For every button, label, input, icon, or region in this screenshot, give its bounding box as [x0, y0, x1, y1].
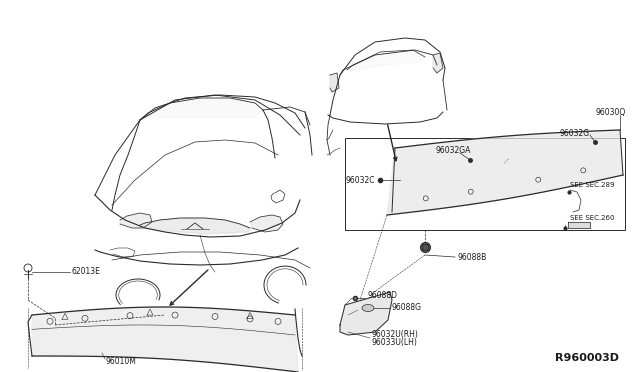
Text: R960003D: R960003D: [555, 353, 619, 363]
Text: 96030Q: 96030Q: [595, 108, 625, 116]
Bar: [345, 138, 625, 230]
Polygon shape: [250, 215, 283, 232]
Polygon shape: [120, 213, 152, 228]
Polygon shape: [347, 50, 425, 70]
Polygon shape: [387, 130, 623, 215]
Text: 96088B: 96088B: [457, 253, 486, 262]
Polygon shape: [32, 307, 298, 372]
Text: 96032C: 96032C: [345, 176, 374, 185]
Polygon shape: [433, 53, 443, 73]
Polygon shape: [140, 218, 250, 234]
Text: 96032U(RH): 96032U(RH): [372, 330, 419, 340]
Text: 96033U(LH): 96033U(LH): [372, 337, 418, 346]
Polygon shape: [340, 292, 392, 335]
Text: 96088G: 96088G: [392, 304, 422, 312]
Text: SEE SEC.289: SEE SEC.289: [570, 182, 614, 188]
Text: 96010M: 96010M: [105, 357, 136, 366]
Polygon shape: [330, 73, 339, 92]
Ellipse shape: [362, 305, 374, 311]
Text: 62013E: 62013E: [72, 267, 101, 276]
Text: 96032G: 96032G: [560, 128, 590, 138]
Text: 96088D: 96088D: [367, 291, 397, 299]
Text: 96032GA: 96032GA: [435, 145, 470, 154]
Polygon shape: [140, 98, 263, 120]
Polygon shape: [568, 222, 590, 228]
Text: SEE SEC.260: SEE SEC.260: [570, 215, 614, 221]
